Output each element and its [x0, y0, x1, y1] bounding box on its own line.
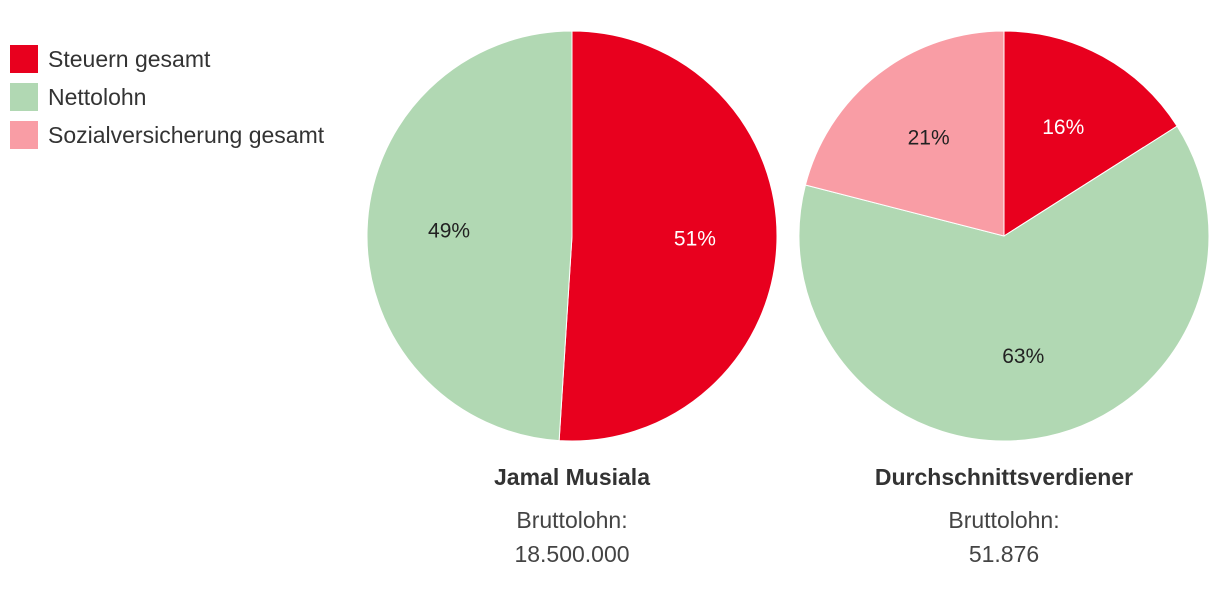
bruttolohn-value-musiala: 18.500.000	[514, 541, 630, 567]
bruttolohn-label-musiala: Bruttolohn:	[516, 507, 628, 533]
pie-0-label-1: 49%	[428, 220, 470, 243]
chart-title-durchschnitt: Durchschnittsverdiener	[874, 464, 1134, 490]
chart-caption-durchschnitt: Durchschnittsverdiener Bruttolohn: 51.87…	[824, 464, 1184, 571]
legend-swatch-steuern	[10, 45, 38, 73]
legend-swatch-nettolohn	[10, 83, 38, 111]
pie-1-slice-1[interactable]	[798, 125, 1210, 442]
pie-1-slice-0[interactable]	[1003, 30, 1178, 237]
legend-label-nettolohn: Nettolohn	[48, 83, 147, 110]
legend-label-steuern: Steuern gesamt	[48, 45, 211, 72]
legend-swatch-sozialversicherung	[10, 121, 38, 149]
legend-item-nettolohn[interactable]: Nettolohn	[10, 78, 324, 116]
chart-subtitle-musiala: Bruttolohn: 18.500.000	[392, 503, 752, 571]
chart-subtitle-durchschnitt: Bruttolohn: 51.876	[824, 503, 1184, 571]
pie-1-label-2: 21%	[908, 126, 950, 149]
pie-1-label-0: 16%	[1042, 116, 1084, 139]
legend-item-sozialversicherung[interactable]: Sozialversicherung gesamt	[10, 116, 324, 154]
pie-charts: 51% 49% 16% 63% 21%	[366, 30, 1210, 442]
bruttolohn-value-durchschnitt: 51.876	[968, 541, 1040, 567]
pie-0-slice-1[interactable]	[366, 30, 573, 442]
pie-1-label-1: 63%	[1002, 345, 1044, 368]
pie-0-slice-0[interactable]	[558, 30, 778, 442]
bruttolohn-label-durchschnitt: Bruttolohn:	[948, 507, 1060, 533]
pie-0-label-0: 51%	[674, 227, 716, 250]
legend: Steuern gesamt Nettolohn Sozialversicher…	[10, 40, 324, 154]
chart-caption-musiala: Jamal Musiala Bruttolohn: 18.500.000	[392, 464, 752, 571]
chart-title-musiala: Jamal Musiala	[494, 464, 650, 490]
pie-1-slice-2[interactable]	[804, 30, 1005, 237]
legend-item-steuern[interactable]: Steuern gesamt	[10, 40, 324, 78]
legend-label-sozialversicherung: Sozialversicherung gesamt	[48, 121, 325, 148]
